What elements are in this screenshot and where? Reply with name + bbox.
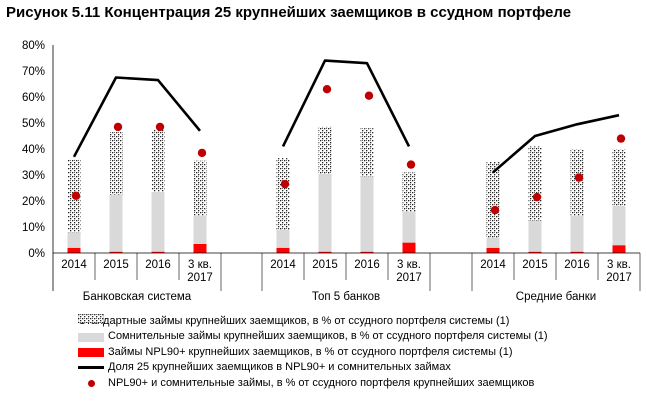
dot-npl-doubtful: [280, 179, 290, 189]
bar-standard: [109, 132, 123, 195]
bar-npl: [528, 251, 542, 253]
y-tick-label: 10%: [22, 222, 45, 234]
bar-npl: [109, 251, 123, 253]
legend-swatch-line: [78, 366, 104, 370]
legend-label-doubtful: Сомнительные займы крупнейших заемщиков,…: [108, 330, 548, 343]
bar-doubtful: [528, 220, 542, 252]
y-tick-label: 30%: [22, 170, 45, 182]
y-tick-label: 40%: [22, 144, 45, 156]
legend-item-npl: Займы NPL90+ крупнейших заемщиков, в % о…: [78, 345, 548, 360]
bar-standard: [193, 160, 207, 216]
bar-doubtful: [402, 211, 416, 243]
bar-standard: [151, 129, 165, 192]
bar-doubtful: [193, 215, 207, 244]
y-tick-label: 50%: [22, 118, 45, 130]
bar-standard: [360, 128, 374, 177]
bar-npl: [486, 247, 500, 253]
dot-npl-doubtful: [406, 160, 416, 169]
chart-legend: Стандартные займы крупнейших заемщиков, …: [78, 314, 548, 391]
dot-npl-doubtful: [197, 148, 207, 158]
bar-doubtful: [570, 215, 584, 252]
bar-standard: [486, 162, 500, 238]
dot-npl-doubtful: [490, 205, 500, 215]
bar-standard: [318, 126, 332, 174]
bar-standard: [276, 158, 290, 230]
legend-swatch-standard: [78, 314, 104, 323]
bar-standard: [570, 149, 584, 216]
dot-npl-doubtful: [155, 122, 165, 132]
bar-standard: [612, 149, 626, 207]
line-top25-share: [72, 76, 202, 158]
legend-label-standard: Стандартные займы крупнейших заемщиков, …: [78, 315, 510, 327]
legend-swatch-dot: [87, 379, 95, 387]
x-tick-label: 2016: [145, 259, 171, 271]
bar-npl: [402, 242, 416, 253]
bar-npl: [360, 251, 374, 253]
y-tick-label: 0%: [28, 248, 45, 260]
bar-doubtful: [67, 232, 81, 248]
bar-npl: [318, 251, 332, 253]
x-tick-label: 3 кв. 2017: [187, 259, 213, 284]
legend-label-line: Доля 25 крупнейших заемщиков в NPL90+ и …: [108, 361, 451, 374]
legend-item-line: Доля 25 крупнейших заемщиков в NPL90+ и …: [78, 360, 548, 375]
bar-npl: [67, 247, 81, 253]
dot-npl-doubtful: [616, 134, 626, 143]
x-tick-label: 3 кв. 2017: [396, 259, 422, 284]
bar-doubtful: [360, 176, 374, 252]
legend-item-dot: NPL90+ и сомнительные займы, в % от ссуд…: [78, 376, 548, 391]
x-tick-label: 3 кв. 2017: [606, 259, 632, 284]
legend-item-standard: Стандартные займы крупнейших заемщиков, …: [78, 314, 548, 329]
x-tick-label: 2016: [354, 259, 380, 271]
bar-npl: [151, 251, 165, 253]
bar-doubtful: [276, 229, 290, 248]
y-tick-label: 60%: [22, 92, 45, 104]
group-label: Топ 5 банков: [312, 291, 380, 303]
bar-doubtful: [318, 173, 332, 252]
dot-npl-doubtful: [532, 192, 542, 202]
y-tick-label: 80%: [22, 40, 45, 52]
dot-npl-doubtful: [71, 191, 81, 200]
x-tick-label: 2015: [103, 259, 129, 271]
dot-npl-doubtful: [364, 91, 374, 100]
bar-doubtful: [612, 206, 626, 246]
y-tick-label: 70%: [22, 66, 45, 78]
bar-npl: [570, 251, 584, 253]
dot-npl-doubtful: [322, 85, 332, 94]
bar-doubtful: [151, 191, 165, 252]
x-tick-label: 2015: [522, 259, 548, 271]
bar-doubtful: [486, 237, 500, 248]
x-tick-label: 2014: [61, 259, 87, 271]
legend-swatch-doubtful: [78, 332, 104, 342]
x-tick-label: 2015: [312, 259, 338, 271]
legend-swatch-npl: [78, 347, 104, 357]
bar-npl: [612, 245, 626, 253]
x-tick-label: 2014: [480, 259, 506, 271]
line-top25-share: [281, 59, 411, 147]
bar-doubtful: [109, 194, 123, 252]
chart-title: Рисунок 5.11 Концентрация 25 крупнейших …: [6, 4, 572, 21]
bar-standard: [402, 172, 416, 212]
dot-npl-doubtful: [574, 173, 584, 182]
bar-npl: [193, 243, 207, 253]
bar-standard: [528, 146, 542, 221]
x-tick-label: 2014: [270, 259, 296, 271]
legend-label-npl: Займы NPL90+ крупнейших заемщиков, в % о…: [108, 345, 513, 358]
group-label: Банковская система: [83, 291, 192, 303]
group-label: Средние банки: [516, 291, 596, 303]
chart-area: 0% 10% 20% 30% 40% 50% 60% 70% 80% 2014 2015 2016 3…: [22, 40, 641, 303]
legend-label-dot: NPL90+ и сомнительные займы, в % от ссуд…: [108, 376, 535, 389]
x-tick-label: 2016: [564, 259, 590, 271]
y-tick-label: 20%: [22, 196, 45, 208]
dot-npl-doubtful: [113, 122, 123, 132]
line-top25-share: [492, 113, 620, 174]
legend-item-doubtful: Сомнительные займы крупнейших заемщиков,…: [78, 329, 548, 344]
bar-npl: [276, 247, 290, 253]
